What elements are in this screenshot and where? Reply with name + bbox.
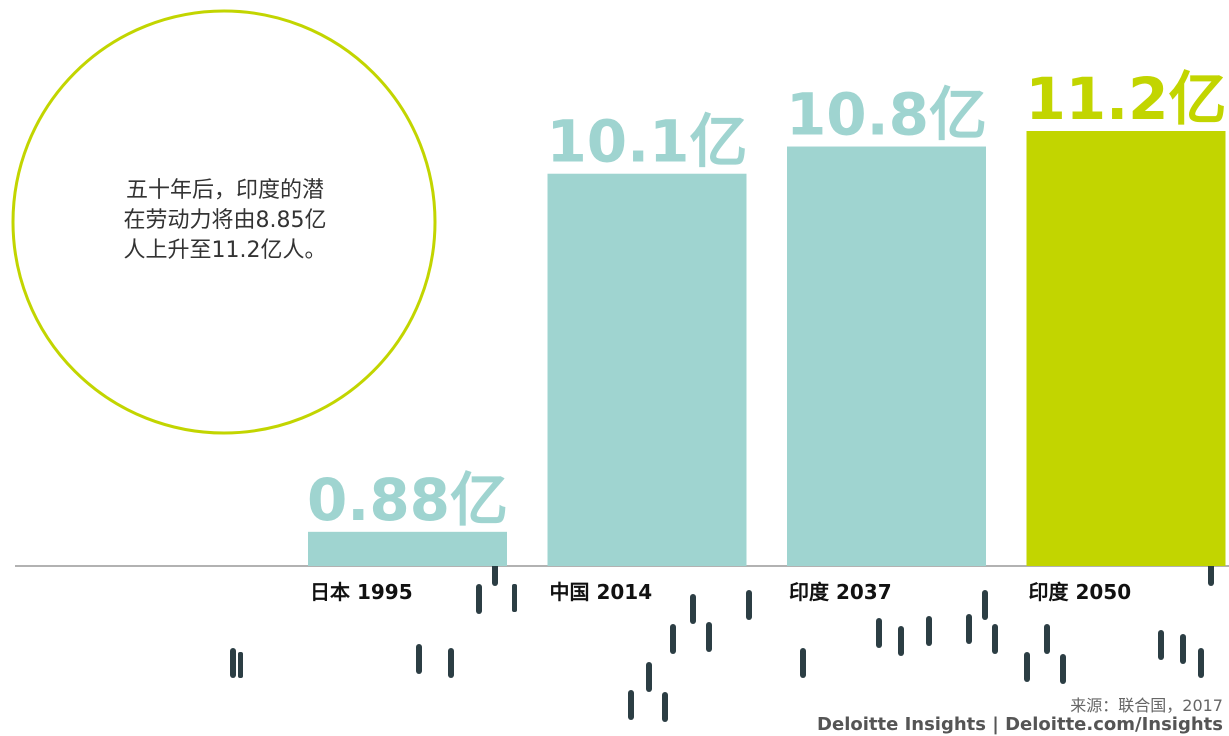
- category-label: 中国 2014: [550, 580, 653, 604]
- annotation-line: 五十年后，印度的潜: [125, 178, 324, 203]
- bar: [787, 146, 986, 567]
- value-label: 11.2亿: [1025, 65, 1226, 133]
- source: 来源：联合国，2017: [1070, 696, 1223, 715]
- bar: [547, 173, 747, 567]
- annotation: 五十年后，印度的潜 在劳动力将由8.85亿 人上升至11.2亿人。: [60, 176, 390, 266]
- annotation-line: 人上升至11.2亿人。: [123, 238, 327, 263]
- value-label: 10.1亿: [546, 108, 747, 176]
- annotation-line: 在劳动力将由8.85亿: [123, 208, 327, 233]
- annotation-circle: [11, 9, 437, 435]
- bar: [1026, 131, 1226, 566]
- footer: Deloitte Insights | Deloitte.com/Insight…: [817, 714, 1223, 735]
- category-label: 日本 1995: [310, 580, 413, 604]
- bar: [308, 531, 507, 566]
- value-label: 10.8亿: [786, 81, 987, 149]
- category-label: 印度 2050: [1029, 580, 1132, 604]
- category-label: 印度 2037: [789, 580, 892, 604]
- value-label: 0.88亿: [307, 466, 508, 534]
